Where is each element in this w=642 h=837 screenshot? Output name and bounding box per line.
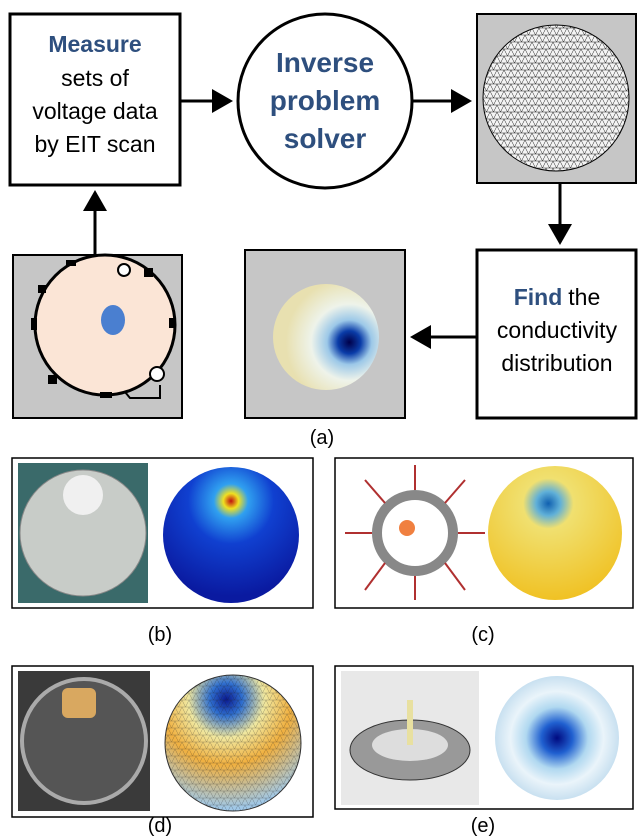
caption: (b) [148,624,172,646]
caption: (e) [471,815,495,837]
solver-line: solver [284,123,367,154]
caption: (a) [310,427,334,449]
map-b [163,467,299,603]
source [150,367,164,381]
solver-line: Inverse [276,47,374,78]
find-line: conductivity [497,317,618,343]
object-c [399,520,415,536]
measure-line: sets of [61,65,129,91]
meter [118,264,130,276]
object-b [63,475,103,515]
measure-line: by EIT scan [34,131,155,157]
caption: (d) [148,815,172,837]
measure-line: voltage data [32,98,158,124]
object-d [62,688,96,718]
map-c [488,466,622,600]
measure-highlight: Measure [48,31,141,57]
map-e [495,676,619,800]
solver-line: problem [270,85,380,116]
result-map [273,284,379,390]
caption: (c) [471,624,494,646]
rod-e [407,700,413,745]
inclusion [101,305,125,335]
find-line: distribution [501,350,612,376]
mesh [483,25,629,171]
figure: Measure sets of voltage data by EIT scan… [0,0,642,837]
mesh-d [165,675,301,811]
